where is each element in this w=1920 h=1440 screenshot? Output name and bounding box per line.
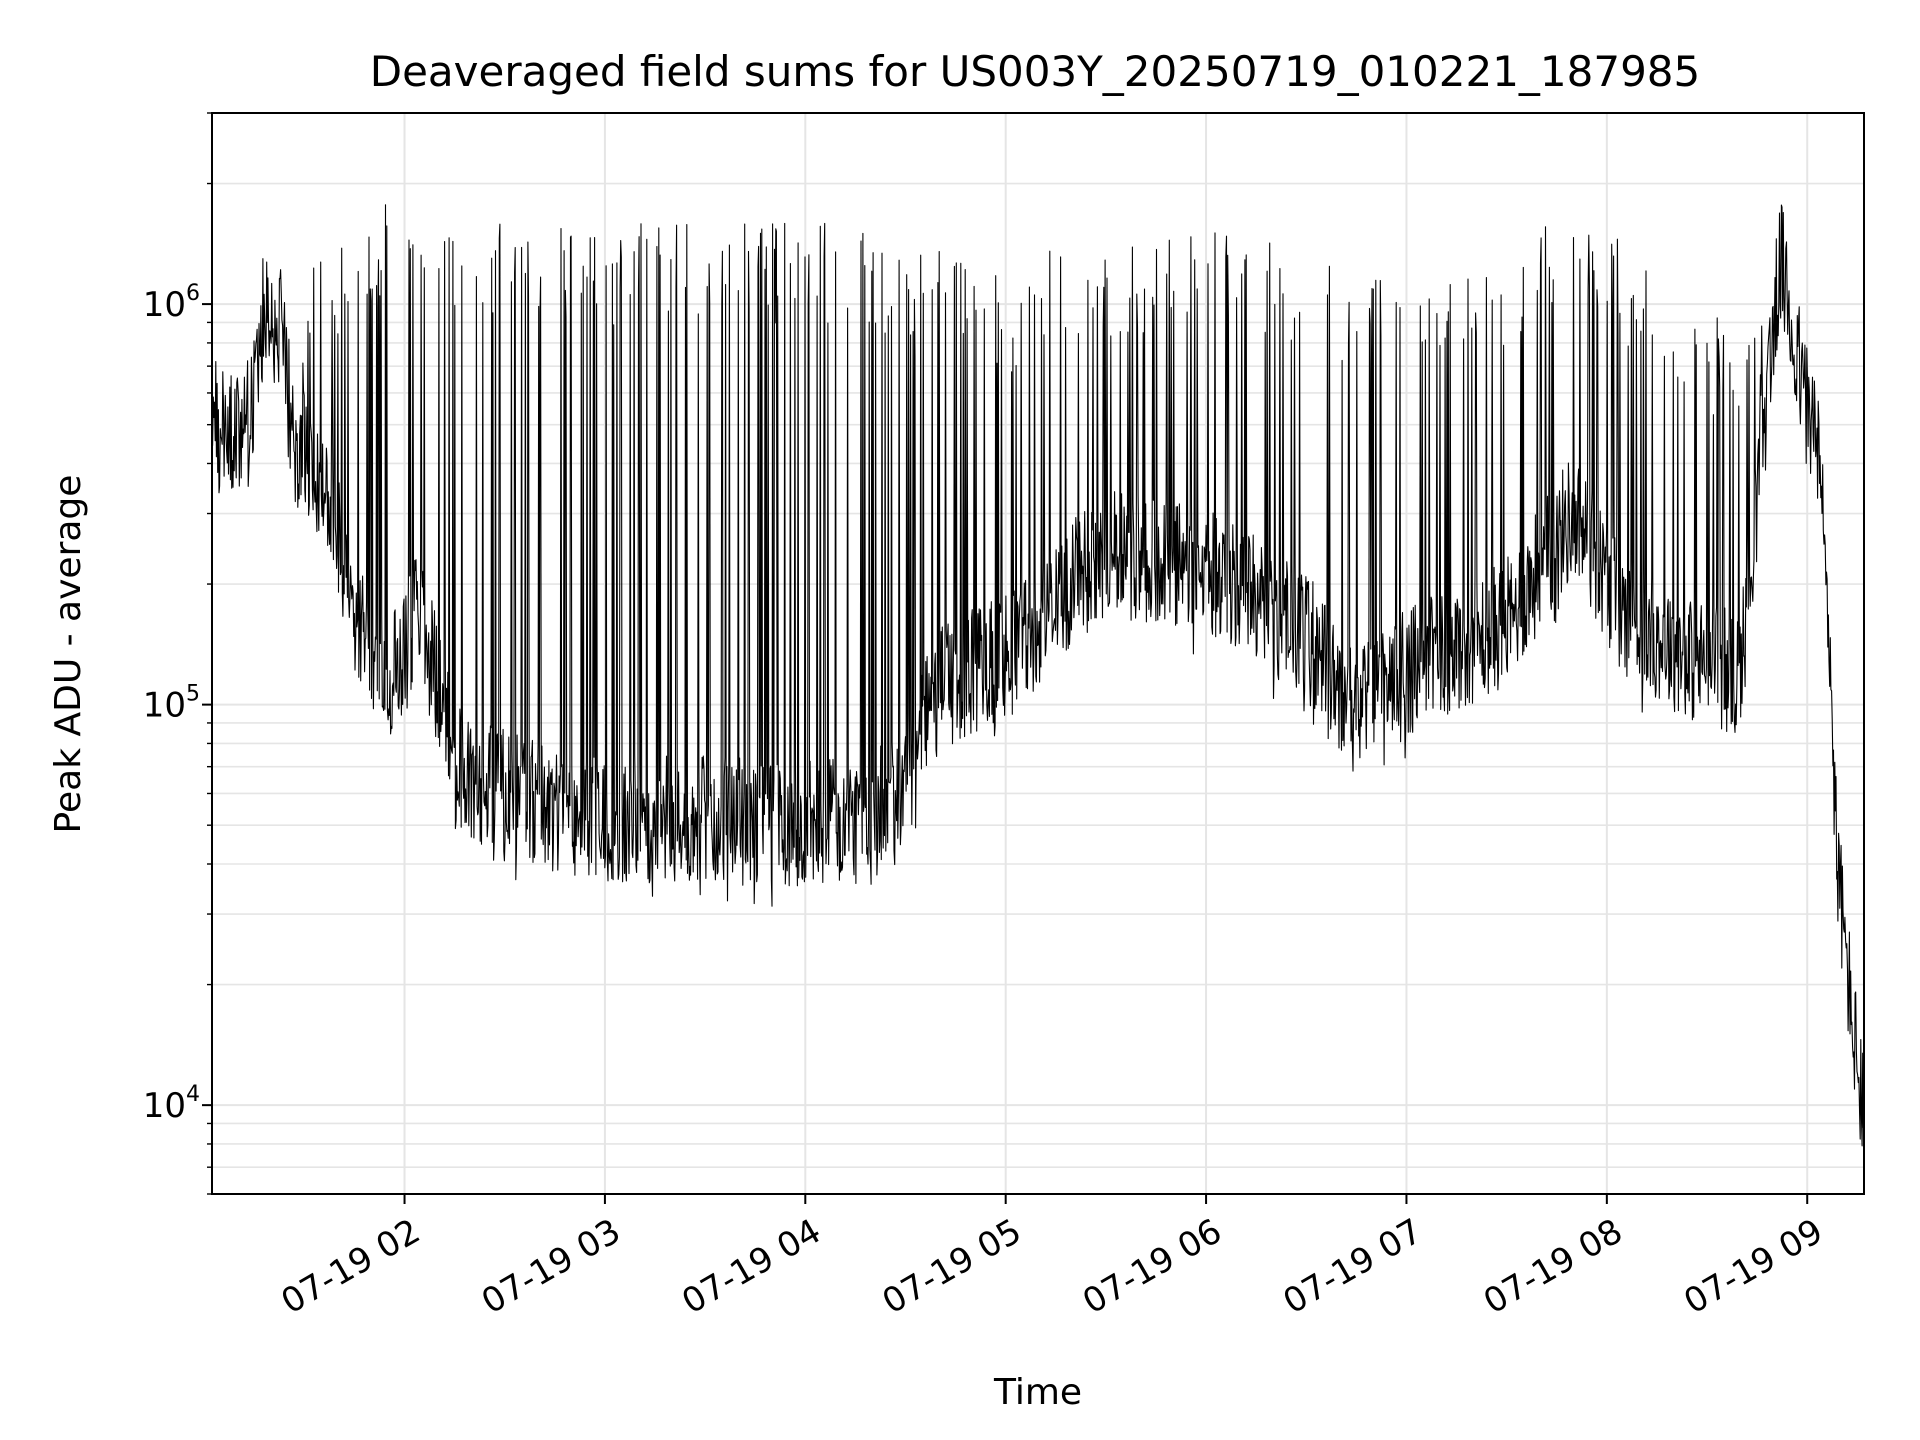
y-tick-label-exponent: 5 (186, 682, 200, 707)
data-series-line (211, 204, 1865, 1147)
y-tick-label-exponent: 4 (186, 1082, 200, 1107)
y-tick-label-exponent: 6 (186, 281, 200, 306)
y-tick-label: 10 (143, 686, 186, 726)
chart-title: Deaveraged field sums for US003Y_2025071… (370, 47, 1701, 96)
x-axis-label: Time (993, 1372, 1082, 1413)
plot-frame (211, 112, 1865, 1195)
y-tick-label: 10 (143, 285, 186, 325)
y-tick-label: 10 (143, 1086, 186, 1126)
series-line-path (211, 204, 1865, 1147)
y-axis-label: Peak ADU - average (48, 475, 89, 834)
